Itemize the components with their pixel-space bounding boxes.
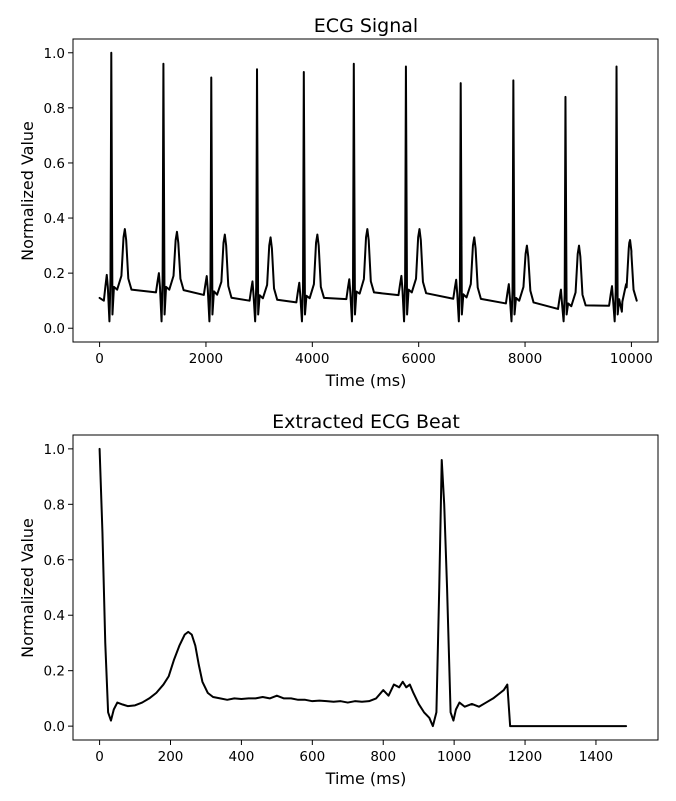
y-tick-label: 1.0 bbox=[44, 46, 65, 62]
x-tick-label: 0 bbox=[95, 351, 104, 367]
x-axis-label: Time (ms) bbox=[325, 371, 407, 390]
x-axis: 0 200 400 600 800 1000 1200 1400 bbox=[95, 740, 613, 765]
y-tick-label: 0.6 bbox=[44, 553, 65, 569]
chart-title: ECG Signal bbox=[314, 15, 418, 37]
y-axis: 0.0 0.2 0.4 0.6 0.8 1.0 bbox=[44, 442, 73, 735]
y-axis-label: Normalized Value bbox=[18, 121, 37, 261]
extracted-beat-chart: Extracted ECG Beat 0 200 400 600 800 1000 1200… bbox=[18, 411, 659, 788]
y-tick-label: 0.6 bbox=[44, 156, 65, 172]
x-tick-label: 1200 bbox=[508, 749, 542, 765]
x-tick-label: 800 bbox=[370, 749, 396, 765]
x-tick-label: 0 bbox=[95, 749, 104, 765]
y-tick-label: 0.0 bbox=[44, 719, 65, 735]
plot-frame bbox=[72, 38, 659, 343]
x-tick-label: 600 bbox=[299, 749, 325, 765]
ecg-signal-chart: ECG Signal 0 2000 4000 6000 8000 10000 0.0 0.2… bbox=[18, 15, 659, 390]
y-axis-label: Normalized Value bbox=[18, 518, 37, 658]
y-tick-label: 0.2 bbox=[44, 664, 65, 680]
x-tick-label: 6000 bbox=[402, 351, 436, 367]
ecg-signal-line bbox=[98, 51, 638, 323]
x-tick-label: 1000 bbox=[437, 749, 471, 765]
y-tick-label: 0.8 bbox=[44, 497, 65, 513]
y-tick-label: 0.0 bbox=[44, 321, 65, 337]
y-tick-label: 0.4 bbox=[44, 211, 65, 227]
chart-title: Extracted ECG Beat bbox=[272, 411, 460, 433]
y-tick-label: 0.2 bbox=[44, 266, 65, 282]
y-axis: 0.0 0.2 0.4 0.6 0.8 1.0 bbox=[44, 46, 73, 337]
x-tick-label: 200 bbox=[158, 749, 184, 765]
y-tick-label: 0.8 bbox=[44, 101, 65, 117]
x-axis: 0 2000 4000 6000 8000 10000 bbox=[95, 342, 653, 367]
x-tick-label: 400 bbox=[229, 749, 255, 765]
x-axis-label: Time (ms) bbox=[325, 769, 407, 788]
beat-line bbox=[98, 447, 628, 728]
x-tick-label: 8000 bbox=[508, 351, 542, 367]
x-tick-label: 10000 bbox=[610, 351, 653, 367]
x-tick-label: 4000 bbox=[295, 351, 329, 367]
x-tick-label: 1400 bbox=[579, 749, 613, 765]
x-tick-label: 2000 bbox=[189, 351, 223, 367]
y-tick-label: 1.0 bbox=[44, 442, 65, 458]
y-tick-label: 0.4 bbox=[44, 608, 65, 624]
plot-frame bbox=[72, 434, 659, 741]
